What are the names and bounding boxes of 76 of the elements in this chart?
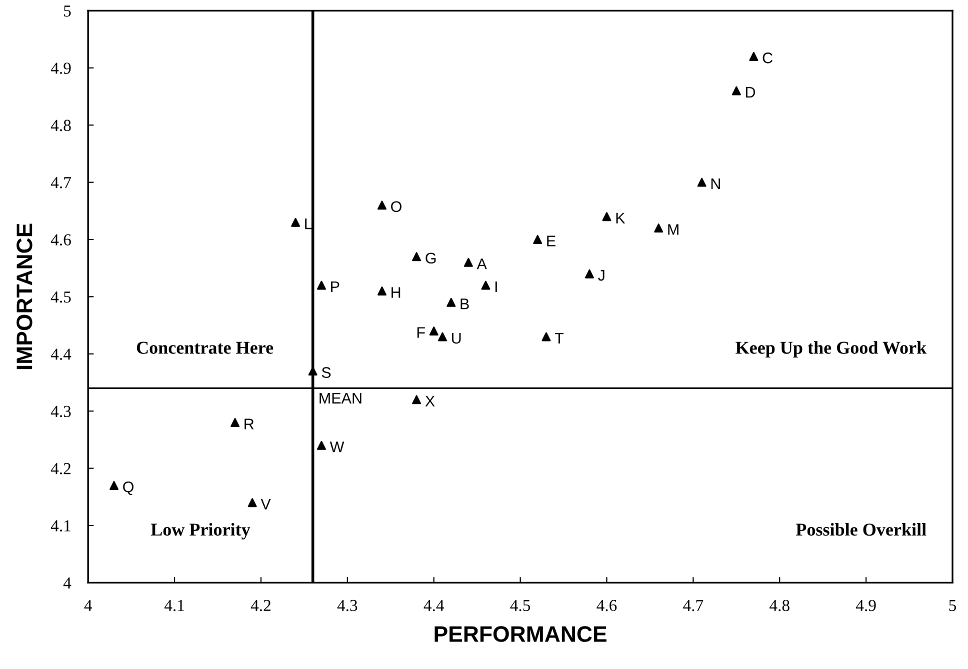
x-axis-title: PERFORMANCE (434, 626, 606, 642)
x-tick-label: 4 (84, 600, 92, 611)
point (291, 218, 300, 227)
annotation: O (391, 201, 402, 212)
annotation: I (495, 281, 497, 292)
point (481, 280, 490, 290)
annotation: D (746, 87, 756, 98)
x-tick-label: 4.5 (510, 600, 530, 612)
point (230, 418, 240, 428)
point (584, 269, 594, 278)
annotation: Concentrate Here (136, 342, 274, 354)
point (464, 258, 473, 267)
annotation: Low Priority (150, 523, 250, 540)
point (429, 326, 438, 336)
annotation: H (392, 287, 400, 298)
x-tick-label: 4.3 (337, 600, 358, 612)
y-tick-label: 4 (63, 578, 72, 588)
y-tick-label: 4.2 (50, 463, 70, 474)
annotation: A (476, 258, 487, 270)
x-tick-label: 4.7 (683, 600, 704, 612)
x-tick-label: 4.4 (424, 600, 444, 612)
y-tick-label: 4.5 (50, 292, 71, 303)
annotation: V (260, 498, 271, 510)
y-tick-label: 4.9 (50, 62, 71, 74)
point (732, 86, 741, 96)
point (377, 200, 386, 210)
point (533, 235, 542, 244)
annotation: S (322, 367, 331, 378)
point (602, 212, 612, 222)
annotation: Possible Overkill (796, 523, 926, 536)
annotation: W (330, 442, 344, 452)
point (749, 52, 758, 61)
annotation: E (547, 236, 556, 246)
annotation: L (305, 218, 312, 230)
ref-line-label: MEAN (320, 392, 362, 404)
y-tick-label: 5 (64, 6, 71, 17)
point (412, 252, 422, 262)
annotation: R (244, 418, 254, 430)
x-tick-label: 5 (949, 600, 956, 612)
point (438, 332, 447, 342)
y-tick-label: 4.3 (50, 406, 71, 418)
y-tick-label: 4.4 (50, 348, 72, 360)
point (377, 286, 386, 296)
annotation: M (668, 224, 678, 235)
point (542, 332, 551, 342)
x-tick-label: 4.6 (596, 600, 617, 612)
annotation: B (460, 298, 469, 310)
annotation: Keep Up the Good Work (736, 341, 927, 358)
annotation: C (762, 52, 772, 64)
x-tick-label: 4.1 (164, 600, 184, 612)
y-tick-label: 4.8 (50, 120, 71, 132)
annotation: T (554, 332, 564, 344)
annotation: K (616, 212, 626, 224)
point (110, 480, 119, 490)
point (697, 178, 706, 187)
annotation: N (711, 178, 720, 190)
point (316, 440, 326, 450)
y-axis-title: IMPORTANCE (16, 224, 32, 370)
x-tick-label: 4.8 (770, 600, 790, 612)
annotation: P (331, 281, 340, 292)
annotation: J (598, 270, 604, 281)
point (446, 298, 456, 307)
point (412, 395, 422, 404)
y-tick-label: 4.1 (50, 520, 70, 532)
point (316, 280, 326, 290)
x-tick-label: 4.9 (856, 600, 876, 612)
point (248, 498, 257, 508)
annotation: F (417, 327, 425, 338)
annotation: U (452, 332, 461, 344)
y-tick-label: 4.7 (50, 177, 71, 188)
point (654, 224, 664, 233)
annotation: G (426, 252, 436, 264)
annotation: Q (123, 482, 134, 496)
annotation: X (425, 396, 435, 406)
x-tick-label: 4.2 (250, 600, 270, 612)
y-tick-label: 4.6 (50, 234, 71, 246)
